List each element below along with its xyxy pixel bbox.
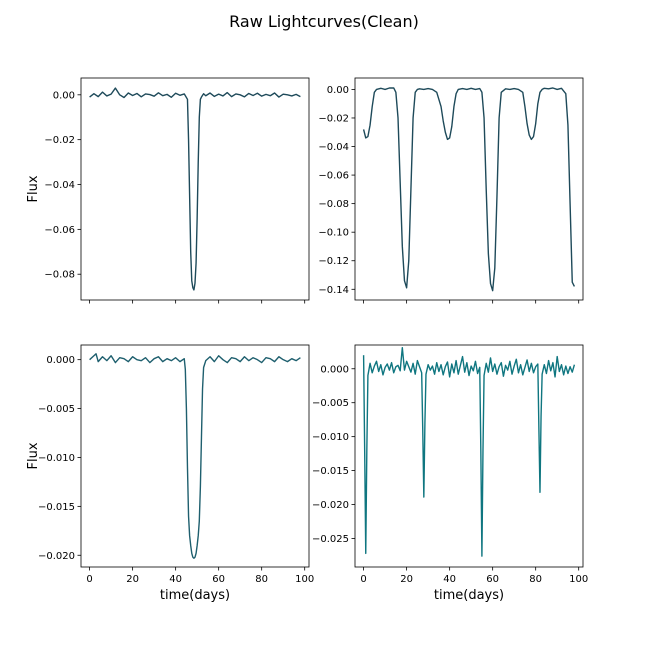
y-tick-label: −0.02 [318,113,349,124]
y-tick-label: −0.015 [312,466,349,477]
y-tick-label: 0.000 [320,364,349,375]
y-tick-label: −0.08 [44,270,75,281]
axes-frame [354,344,584,568]
series-line [89,353,301,559]
series-line [89,87,301,291]
axes-frame [80,344,310,568]
x-tick-label: 40 [443,574,456,585]
y-tick-label: −0.020 [312,500,349,511]
series-line [362,87,576,292]
x-axis-label: time(days) [434,588,504,603]
subplot-top-left: 0.00 −0.02 −0.04 −0.06 −0.08 Flux [26,77,310,304]
subplot-grid: 0.00 −0.02 −0.04 −0.06 −0.08 Flux 0.00 −0.02 −0.… [26,77,588,603]
y-tick-label: −0.08 [318,199,349,210]
y-tick-label: 0.000 [46,355,75,366]
y-tick-label: −0.015 [38,502,75,513]
y-tick-label: −0.005 [38,404,75,415]
x-tick-label: 80 [529,574,542,585]
axes-frame [354,77,584,301]
x-tick-label: 40 [169,574,182,585]
y-tick-label: −0.010 [312,432,349,443]
x-tick-label: 100 [569,574,588,585]
x-tick-label: 60 [212,574,225,585]
x-tick-label: 80 [255,574,268,585]
y-axis-label: Flux [26,175,41,202]
subplot-top-right: 0.00 −0.02 −0.04 −0.06 −0.08 −0.10 −0.12 −0.14 [318,77,584,304]
y-tick-label: −0.06 [44,225,75,236]
y-tick-label: −0.02 [44,135,75,146]
y-tick-label: 0.00 [53,90,75,101]
x-tick-label: 100 [295,574,314,585]
y-axis-label: Flux [26,442,41,469]
y-tick-label: −0.06 [318,171,349,182]
y-tick-label: −0.14 [318,285,349,296]
y-tick-label: −0.010 [38,453,75,464]
axes-frame [80,77,310,301]
y-tick-label: −0.10 [318,228,349,239]
subplot-bottom-left: 0.000 −0.005 −0.010 −0.015 −0.020 0 20 40 60 80 10… [26,344,314,603]
x-tick-label: 60 [486,574,499,585]
x-tick-label: 20 [126,574,139,585]
y-tick-label: −0.04 [44,180,75,191]
x-tick-label: 20 [400,574,413,585]
subplot-bottom-right: 0.000 −0.005 −0.010 −0.015 −0.020 −0.025 0 20 40… [312,344,588,603]
x-tick-label: 0 [86,574,92,585]
figure-title: Raw Lightcurves(Clean) [229,12,419,31]
y-tick-label: −0.005 [312,398,349,409]
x-axis-label: time(days) [160,588,230,603]
x-tick-label: 0 [360,574,366,585]
y-tick-label: −0.04 [318,142,349,153]
y-tick-label: 0.00 [327,85,349,96]
series-line [362,347,576,557]
y-tick-label: −0.025 [312,534,349,545]
y-tick-label: −0.020 [38,551,75,562]
y-tick-label: −0.12 [318,256,349,267]
